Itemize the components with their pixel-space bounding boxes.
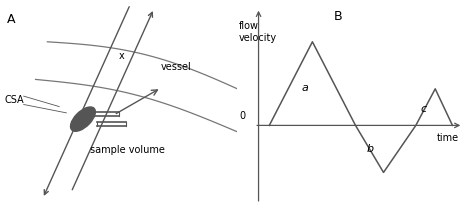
Text: B: B [334, 10, 343, 23]
Text: x: x [118, 51, 124, 61]
Text: 0: 0 [239, 111, 246, 121]
Text: A: A [7, 13, 16, 25]
Text: sample volume: sample volume [90, 145, 165, 155]
Text: a: a [301, 83, 309, 93]
Text: time: time [437, 133, 459, 143]
Ellipse shape [71, 107, 95, 131]
Text: flow
velocity: flow velocity [239, 21, 277, 43]
Text: vessel: vessel [161, 62, 192, 72]
Text: CSA: CSA [5, 95, 24, 105]
Text: b: b [366, 144, 374, 154]
Text: c: c [420, 104, 426, 114]
